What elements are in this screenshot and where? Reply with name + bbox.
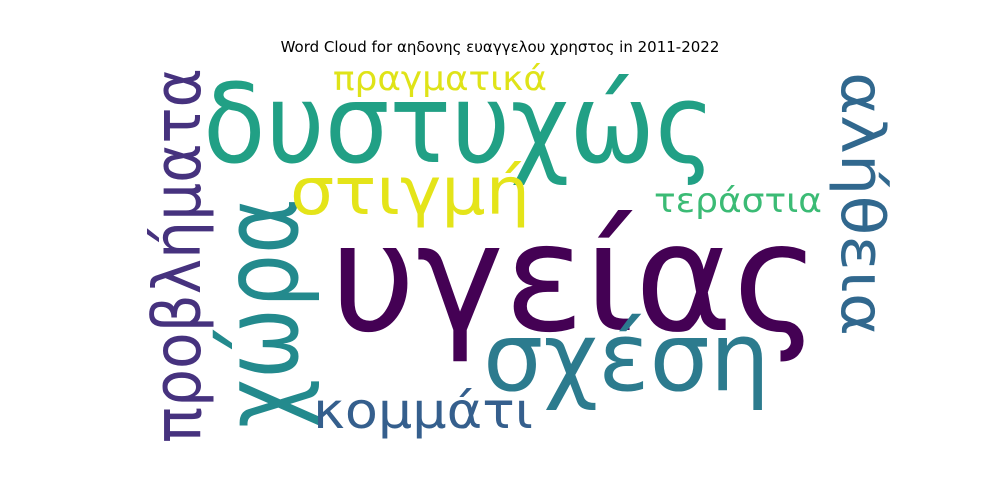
chart-title: Word Cloud for αηδονης ευαγγελου χρηστος… [280, 38, 720, 56]
word-terastia: τεράστια [654, 181, 822, 221]
word-dystychos: δυστυχώς [203, 60, 715, 188]
word-stigmi: στιγμή [290, 153, 530, 230]
word-kommati: κομμάτι [313, 382, 533, 440]
word-provlimata: προβλήματα [139, 68, 216, 443]
word-alitheia: αλήθεια [827, 72, 897, 336]
word-pragmatika: πραγματικά [333, 59, 547, 99]
word-chora: χώρα [200, 198, 322, 428]
word-schesi: σχέση [483, 303, 770, 413]
word-ygeias: υγείας [330, 192, 820, 366]
